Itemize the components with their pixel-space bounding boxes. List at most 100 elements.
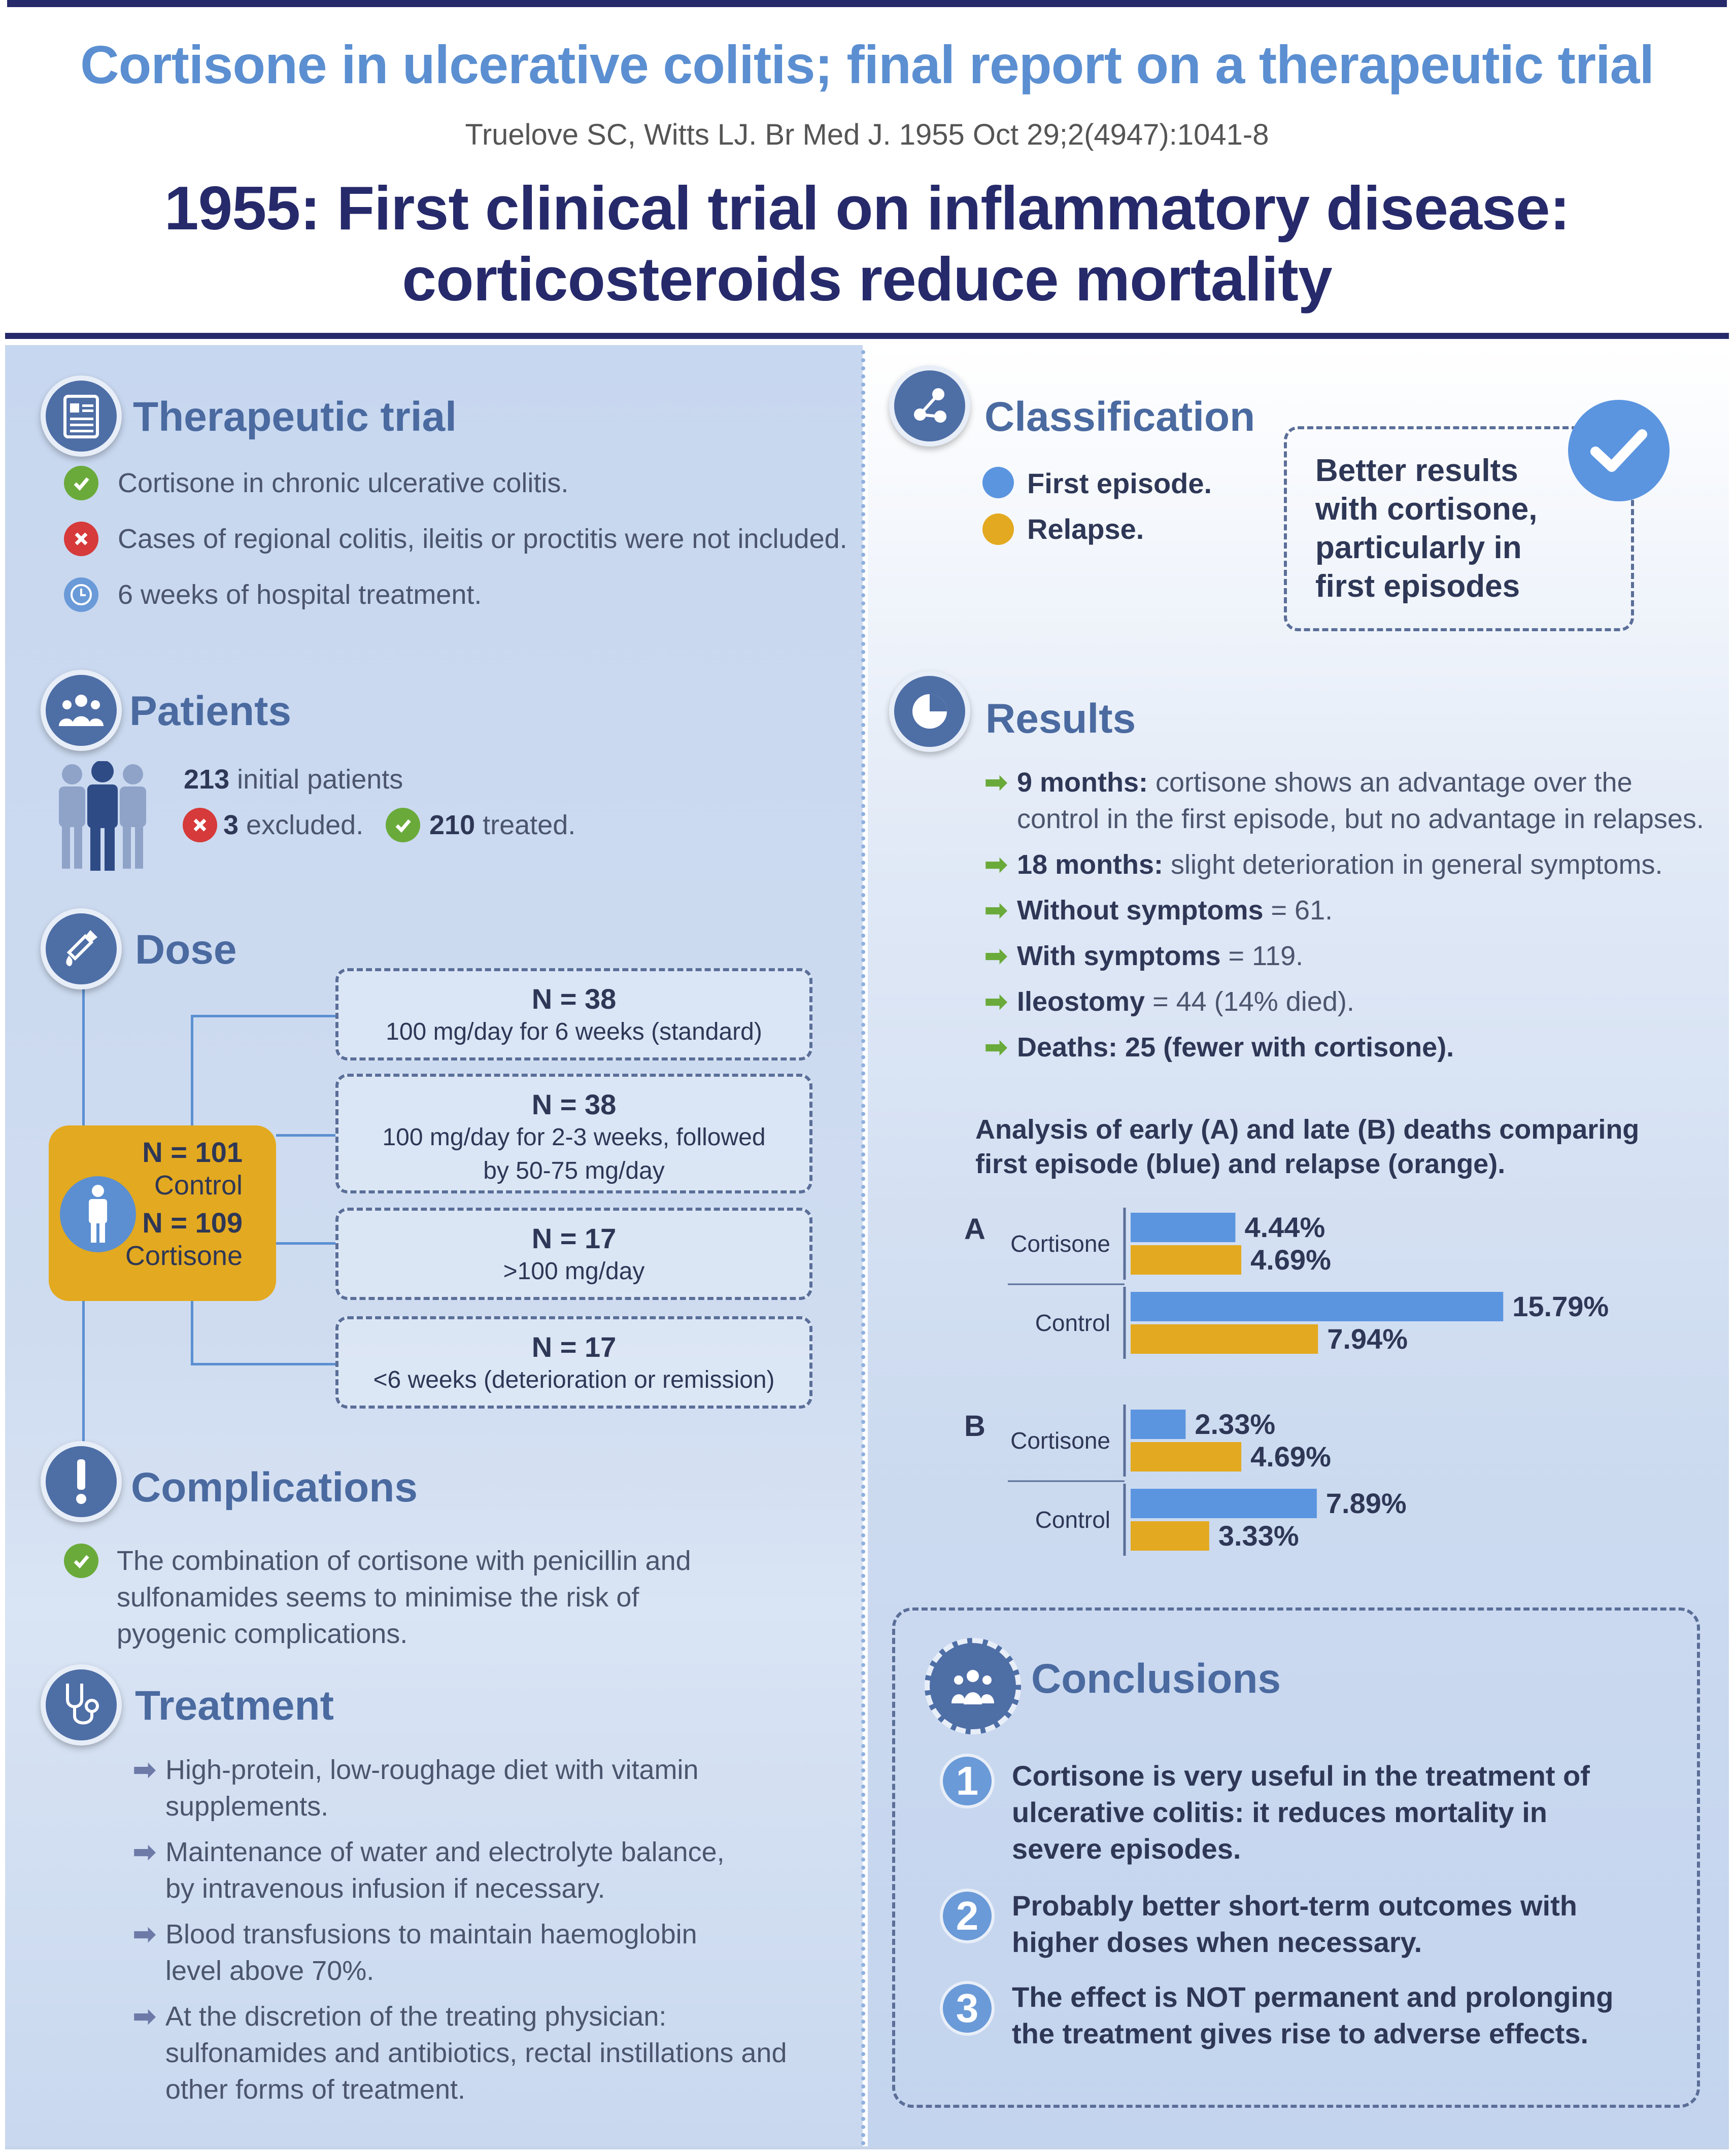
initial-label: initial patients [229, 764, 403, 795]
patients-title: Patients [129, 688, 291, 734]
therapeutic-trial-title: Therapeutic trial [133, 394, 457, 440]
results-item: ➡ 9 months: cortisone shows an advantage … [984, 764, 1715, 837]
treatment-item: ➡ Maintenance of water and electrolyte ba… [133, 1834, 803, 1907]
category-label: Cortisone [1010, 1427, 1110, 1454]
dose-connector-1 [191, 1015, 335, 1017]
conclusions-box [892, 1607, 1700, 2108]
arrow-right-icon: ➡ [984, 986, 1008, 1017]
relapse-label: Relapse. [1027, 513, 1144, 545]
complications-text: The combination of cortisone with penici… [117, 1546, 691, 1649]
cortisone-label: Cortisone [125, 1241, 243, 1271]
first-episode-dot [982, 467, 1014, 498]
arrow-right-icon: ➡ [984, 849, 1008, 880]
category-label: Control [1035, 1310, 1110, 1336]
dose-box-text: 100 mg/day for 6 weeks (standard) [386, 1018, 762, 1045]
dose-box-text: >100 mg/day [503, 1258, 645, 1285]
treatment-item: ➡ Blood transfusions to maintain haemoglo… [133, 1916, 803, 1989]
results-title: Results [985, 696, 1136, 742]
bar-value-label: 15.79% [1512, 1290, 1609, 1322]
results-item: ➡ Deaths: 25 (fewer with cortisone). [984, 1029, 1715, 1066]
dose-box-n: N = 38 [531, 983, 617, 1015]
dose-box-text: 100 mg/day for 2-3 weeks, followed by 50… [382, 1124, 766, 1184]
dose-groups-box: N = 101 Control N = 109 Cortisone [49, 1125, 276, 1301]
person-icon [60, 1176, 136, 1252]
complications-title: Complications [131, 1464, 418, 1511]
dose-box-4: N = 17 <6 weeks (deterioration or remiss… [335, 1316, 812, 1409]
results-item: ➡ With symptoms = 119. [984, 938, 1715, 974]
group-label: A [964, 1213, 985, 1246]
dose-connector-4 [191, 1363, 335, 1365]
classification-title: Classification [984, 394, 1255, 440]
bar-value-label: 4.69% [1250, 1244, 1331, 1276]
conclusion-2: Probably better short-term outcomes with… [1012, 1890, 1577, 1958]
patients-excluded: 3 excluded. [223, 807, 363, 843]
dose-box-n: N = 17 [531, 1331, 617, 1363]
arrow-right-icon: ➡ [133, 1837, 156, 1867]
page-title: Cortisone in ulcerative colitis; final r… [80, 35, 1654, 95]
cortisone-n: N = 109 [142, 1207, 243, 1239]
classification-note: Better results with cortisone, particula… [1315, 453, 1538, 604]
dose-box-text: <6 weeks (deterioration or remission) [373, 1366, 775, 1393]
group-label: B [964, 1410, 985, 1443]
bar-first-episode [1131, 1292, 1504, 1321]
bar-value-label: 7.94% [1327, 1323, 1408, 1355]
pie-chart-icon [889, 671, 970, 752]
excluded-label: excluded. [239, 810, 364, 840]
bar-first-episode [1131, 1410, 1186, 1439]
dose-connector-3 [276, 1242, 335, 1245]
treatment-item: ➡ At the discretion of the treating physi… [133, 1998, 803, 2108]
treated-label: treated. [475, 810, 576, 840]
bar-relapse [1131, 1324, 1318, 1354]
chart-title: Analysis of early (A) and late (B) death… [975, 1114, 1640, 1179]
arrow-right-icon: ➡ [133, 1919, 156, 1949]
first-episode-label: First episode. [1027, 467, 1212, 499]
share-nodes-icon [889, 365, 970, 447]
exclamation-icon [41, 1441, 122, 1522]
bar-first-episode [1131, 1213, 1236, 1242]
bar-relapse [1131, 1442, 1242, 1471]
citation: Truelove SC, Witts LJ. Br Med J. 1955 Oc… [465, 118, 1269, 151]
results-item: ➡ Ileostomy = 44 (14% died). [984, 983, 1715, 1020]
team-gear-icon [925, 1638, 1021, 1734]
people-group-icon [41, 670, 122, 751]
patients-figures-icon [47, 760, 158, 875]
conclusion-3: The effect is NOT permanent and prolongi… [1012, 1981, 1614, 2049]
headline: 1955: First clinical trial on inflammato… [0, 173, 1734, 315]
clipboard-icon [41, 375, 122, 457]
treatment-list: ➡ High-protein, low-roughage diet with vi… [133, 1752, 803, 2108]
control-label: Control [154, 1170, 243, 1201]
treated-count: 210 [429, 810, 475, 840]
trial-item-1: Cortisone in chronic ulcerative colitis. [118, 468, 569, 498]
patients-initial: 213 initial patients [184, 761, 403, 798]
bar-value-label: 4.69% [1250, 1441, 1331, 1473]
category-label: Cortisone [1010, 1230, 1110, 1257]
category-label: Control [1035, 1507, 1110, 1533]
bar-value-label: 3.33% [1218, 1520, 1299, 1552]
bar-value-label: 4.44% [1244, 1211, 1325, 1243]
bar-value-label: 2.33% [1195, 1408, 1275, 1440]
dose-box-2: N = 38 100 mg/day for 2-3 weeks, followe… [335, 1074, 812, 1193]
arrow-right-icon: ➡ [984, 895, 1008, 926]
cross-icon [64, 522, 98, 556]
conclusions-title: Conclusions [1031, 1656, 1281, 1702]
bottom-border [5, 2146, 1729, 2149]
dose-title: Dose [135, 927, 237, 973]
results-item: ➡ Without symptoms = 61. [984, 892, 1715, 929]
dropper-icon [41, 908, 122, 989]
trial-item-3: 6 weeks of hospital treatment. [118, 579, 482, 610]
check-icon [64, 1544, 98, 1578]
checkmark-icon [1568, 400, 1670, 501]
arrow-right-icon: ➡ [984, 941, 1008, 971]
bar-relapse [1131, 1245, 1242, 1275]
number-3-badge: 3 [940, 1981, 995, 2036]
conclusion-1: Cortisone is very useful in the treatmen… [1012, 1760, 1590, 1865]
treatment-item: ➡ High-protein, low-roughage diet with vi… [133, 1752, 803, 1825]
cross-icon [183, 808, 217, 842]
headline-line-1: 1955: First clinical trial on inflammato… [164, 174, 1571, 243]
bar-value-label: 7.89% [1326, 1487, 1407, 1519]
header-divider [5, 333, 1729, 339]
dose-connector-2 [276, 1134, 335, 1137]
treatment-title: Treatment [135, 1683, 334, 1729]
check-icon [386, 808, 420, 842]
